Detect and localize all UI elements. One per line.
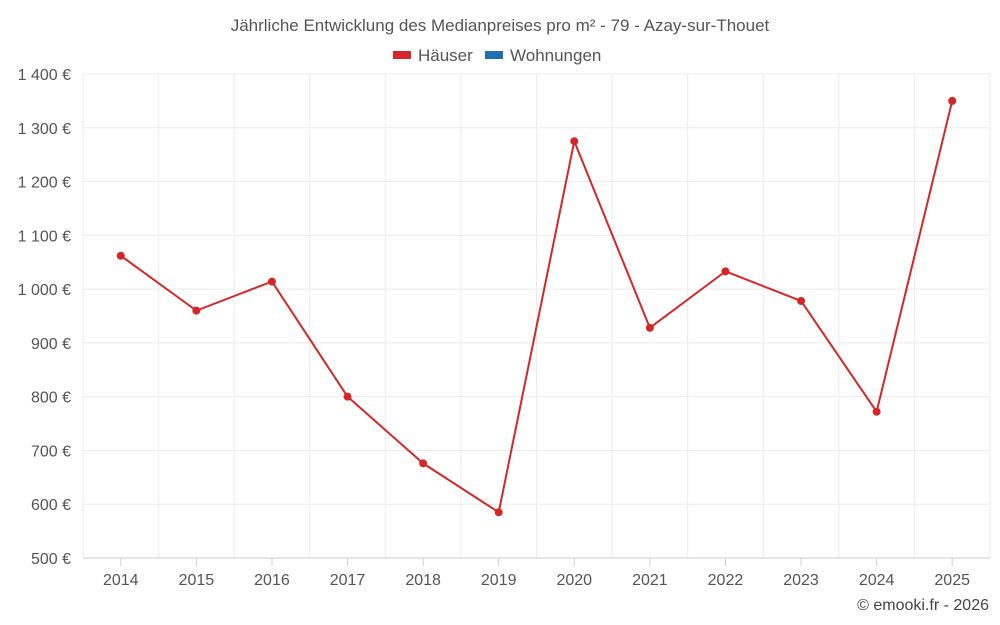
data-point[interactable] <box>419 459 428 468</box>
data-point[interactable] <box>948 96 957 105</box>
legend-item-haeuser[interactable]: Häuser <box>393 46 473 65</box>
legend-swatch-haeuser <box>393 51 411 59</box>
y-tick-label: 800 € <box>31 390 71 407</box>
x-tick-label: 2016 <box>254 572 290 589</box>
x-tick-label: 2022 <box>708 572 744 589</box>
x-tick-label: 2018 <box>405 572 441 589</box>
y-tick-label: 1 000 € <box>18 282 71 299</box>
legend-label-wohnungen: Wohnungen <box>510 46 601 65</box>
y-tick-label: 900 € <box>31 336 71 353</box>
series-layer <box>116 96 957 517</box>
x-tick-label: 2025 <box>934 572 970 589</box>
data-point[interactable] <box>797 296 806 305</box>
y-tick-label: 1 200 € <box>18 175 71 192</box>
data-point[interactable] <box>494 508 503 517</box>
data-point[interactable] <box>721 267 730 276</box>
x-tick-label: 2023 <box>783 572 819 589</box>
y-tick-label: 500 € <box>31 551 71 568</box>
y-tick-label: 600 € <box>31 497 71 514</box>
data-point[interactable] <box>645 323 654 332</box>
y-axis-ticks: 500 € 600 € 700 € 800 € 900 € 1 000 € 1 100 € 1… <box>18 67 71 568</box>
x-tick-label: 2020 <box>556 572 592 589</box>
x-tick-label: 2024 <box>859 572 895 589</box>
credit-text: © emooki.fr - 2026 <box>857 597 989 614</box>
data-point[interactable] <box>343 392 352 401</box>
data-point[interactable] <box>116 251 125 260</box>
x-tick-label: 2017 <box>330 572 366 589</box>
chart-title: Jährliche Entwicklung des Medianpreises … <box>231 16 770 35</box>
data-point[interactable] <box>267 277 276 286</box>
gridlines <box>82 73 991 558</box>
legend-label-haeuser: Häuser <box>418 46 473 65</box>
x-tick-label: 2019 <box>481 572 517 589</box>
series-line-0 <box>120 100 954 514</box>
y-tick-label: 700 € <box>31 443 71 460</box>
x-tick-label: 2014 <box>103 572 139 589</box>
x-tick-label: 2021 <box>632 572 668 589</box>
legend: Häuser Wohnungen <box>393 46 601 65</box>
data-point[interactable] <box>872 407 881 416</box>
y-tick-label: 1 400 € <box>18 67 71 84</box>
x-axis-ticks: 2014 2015 2016 2017 2018 2019 2020 2021 2022 2023… <box>103 558 970 589</box>
y-tick-label: 1 300 € <box>18 121 71 138</box>
y-tick-label: 1 100 € <box>18 228 71 245</box>
data-point[interactable] <box>570 137 579 146</box>
legend-item-wohnungen[interactable]: Wohnungen <box>485 46 601 65</box>
data-point[interactable] <box>192 306 201 315</box>
x-tick-label: 2015 <box>179 572 215 589</box>
legend-swatch-wohnungen <box>485 51 503 59</box>
